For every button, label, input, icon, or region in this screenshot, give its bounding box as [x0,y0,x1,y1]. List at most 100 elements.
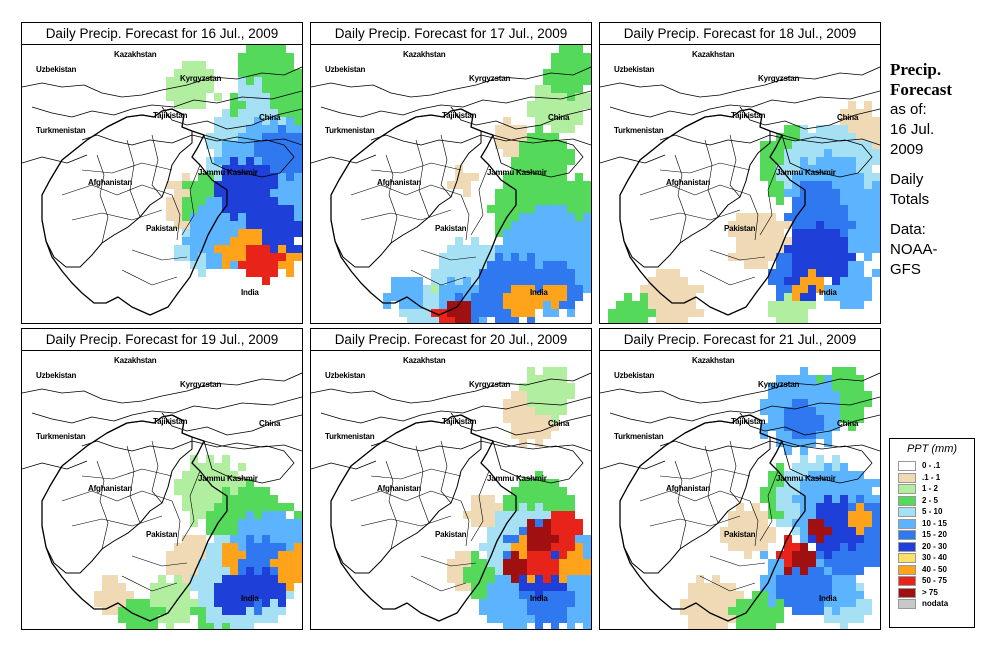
country-label: India [241,288,259,297]
precip-map-svg [22,45,302,316]
country-label: India [530,594,548,603]
precip-grid [94,455,302,629]
legend-label: 15 - 20 [922,530,947,539]
country-label: Turkmenistan [614,126,664,135]
forecast-panel-jul-19: Daily Precip. Forecast for 19 Jul., 2009… [21,328,303,630]
legend-item: 10 - 15 [890,518,974,530]
country-label: Uzbekistan [614,65,655,74]
precip-grid [680,367,880,629]
source-name: NOAA- [890,241,938,258]
source-label: Data: [890,221,926,238]
asof-date: 16 Jul. [890,121,935,138]
country-label: Tajikistan [731,417,766,426]
legend-item: 1 - 2 [890,483,974,495]
country-label: China [548,113,570,122]
country-label: China [548,419,570,428]
precip-map-svg [311,367,591,629]
source-name-2: GFS [890,261,921,278]
legend-swatch [898,576,916,586]
legend-label: > 75 [922,587,938,597]
country-label: Afghanistan [377,484,422,493]
asof-label: as of: [890,101,927,118]
legend-swatch [898,530,916,540]
legend-label: 30 - 40 [922,553,947,562]
panel-title: Daily Precip. Forecast for 20 Jul., 2009 [311,329,591,351]
forecast-panel-jul-16: Daily Precip. Forecast for 16 Jul., 2009… [21,22,303,324]
country-label: India [819,594,837,603]
precip-map: Kazakhstan Uzbekistan Kyrgyzstan Tajikistan… [600,45,880,323]
legend-label: 40 - 50 [922,564,947,574]
country-label: China [837,113,859,122]
precip-grid [447,367,591,629]
legend-label: 10 - 15 [922,518,947,528]
legend-swatch [898,484,916,494]
country-label: India [530,288,548,297]
legend-label: nodata [922,599,949,608]
legend-rows: 0 - .1 .1 - 1 1 - 2 2 - 5 5 - 10 10 - 15 15 - … [890,460,974,610]
forecast-panel-jul-20: Daily Precip. Forecast for 20 Jul., 2009… [310,328,592,630]
country-label: Uzbekistan [36,65,77,74]
country-label: Tajikistan [153,111,188,120]
legend-item: 20 - 30 [890,541,974,553]
country-label: Kyrgyzstan [180,74,222,83]
asof-year: 2009 [890,141,924,158]
panel-title: Daily Precip. Forecast for 19 Jul., 2009 [22,329,302,351]
country-label: Turkmenistan [36,126,86,135]
country-label: Afghanistan [88,484,133,493]
country-label: Turkmenistan [614,432,664,441]
country-label: Jammu Kashmir [776,168,836,177]
country-label: Jammu Kashmir [487,474,547,483]
forecast-panel-jul-18: Daily Precip. Forecast for 18 Jul., 2009… [599,22,881,324]
legend-title: PPT (mm) [906,443,958,455]
precip-map-svg [600,367,880,629]
legend-label: 0 - .1 [922,461,941,470]
country-label: Tajikistan [153,417,188,426]
country-label: India [819,288,837,297]
legend-label: 20 - 30 [922,541,947,551]
country-label: Turkmenistan [325,126,375,135]
legend-swatch [898,507,916,517]
sidebar-title: Precip. [890,60,942,79]
legend-label: .1 - 1 [922,472,941,482]
precip-map-svg [311,45,591,323]
country-label: Pakistan [724,224,756,233]
legend-swatch [898,587,916,598]
legend-label: 1 - 2 [922,484,939,493]
country-label: Tajikistan [442,111,477,120]
precip-map: Kazakhstan Uzbekistan Kyrgyzstan Tajikistan… [22,45,302,323]
precip-map: Kazakhstan Uzbekistan Kyrgyzstan Tajikistan… [311,351,591,629]
precip-grid [166,45,302,285]
legend-label: 50 - 75 [922,576,947,585]
country-label: Kyrgyzstan [758,380,800,389]
legend-item: 2 - 5 [890,495,974,507]
precip-map: Kazakhstan Uzbekistan Kyrgyzstan Tajikistan… [22,351,302,629]
country-label: Pakistan [435,224,467,233]
country-label: Afghanistan [666,178,711,187]
country-label: Turkmenistan [325,432,375,441]
country-label: Kyrgyzstan [469,74,511,83]
legend-swatch [898,461,916,471]
legend-swatch [898,495,916,506]
precip-map-svg [22,372,302,629]
country-label: Jammu Kashmir [198,168,258,177]
country-label: Kazakhstan [403,356,446,365]
legend-swatch [898,518,916,529]
forecast-info-sidebar: Precip. Forecast as of: 16 Jul. 2009 Dai… [890,60,980,280]
legend-item: 40 - 50 [890,564,974,576]
precip-map-svg [600,66,880,323]
legend-item: > 75 [890,587,974,599]
country-label: Uzbekistan [325,371,366,380]
country-label: Turkmenistan [36,432,86,441]
legend-swatch [898,599,916,609]
country-label: Pakistan [146,224,178,233]
country-label: Afghanistan [666,484,711,493]
legend-swatch [898,541,916,552]
country-label: Kazakhstan [403,50,446,59]
country-label: Jammu Kashmir [487,168,547,177]
totals-label: Daily [890,171,924,188]
legend-label: 2 - 5 [922,495,939,505]
precip-grid [608,101,880,323]
country-label: India [241,594,259,603]
country-label: Uzbekistan [325,65,366,74]
country-label: Pakistan [146,530,178,539]
